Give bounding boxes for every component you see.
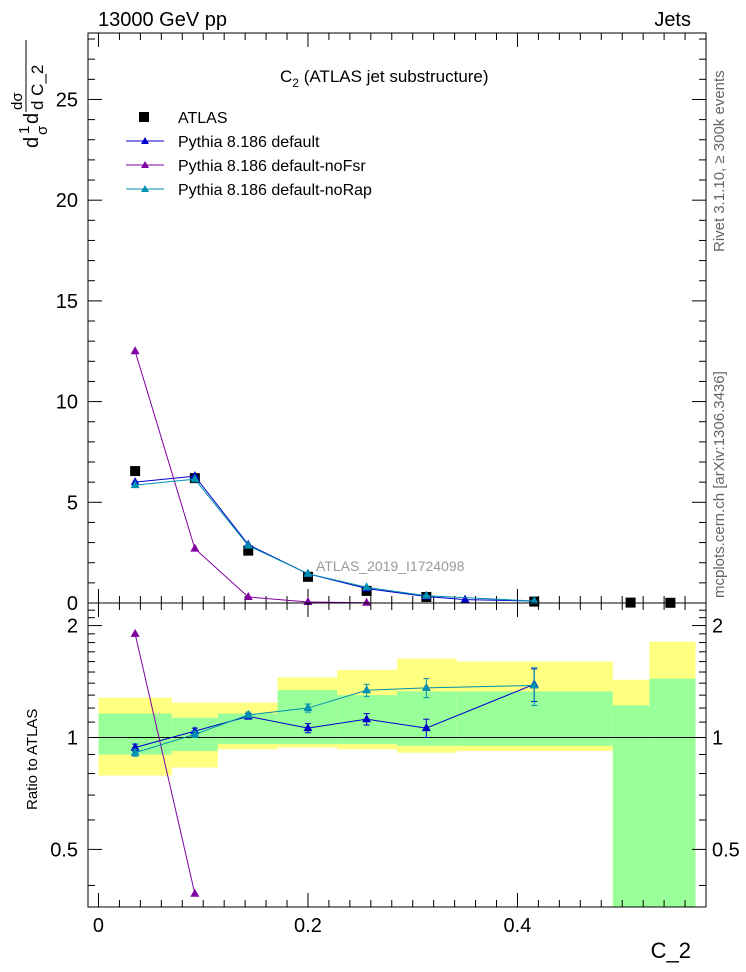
ylabel-one: 1 bbox=[16, 126, 33, 134]
data-point-atlas bbox=[130, 466, 141, 477]
ratio-point bbox=[130, 628, 140, 637]
ylabel-d1: d bbox=[21, 137, 43, 148]
data-point-mc bbox=[303, 568, 313, 577]
ratio-ytick-label-right: 1 bbox=[712, 727, 723, 749]
ratio-point bbox=[243, 709, 253, 718]
legend-marker-default bbox=[141, 137, 149, 144]
data-point-mc bbox=[362, 597, 372, 606]
ratio-point bbox=[421, 723, 431, 732]
legend-marker-atlas bbox=[139, 112, 149, 122]
legend-label-atlas: ATLAS bbox=[178, 110, 228, 127]
main-y-axis: 0 5 10 15 20 25 bbox=[56, 38, 706, 615]
analysis-watermark: ATLAS_2019_I1724098 bbox=[316, 558, 465, 574]
series-line bbox=[135, 478, 535, 602]
ratio-point bbox=[362, 685, 372, 694]
ratio-point bbox=[421, 682, 431, 691]
ratio-ytick-label-left: 1 bbox=[67, 727, 78, 749]
title-main: C bbox=[280, 67, 292, 86]
ratio-ytick-label-left: 0.5 bbox=[50, 839, 78, 861]
ratio-point bbox=[190, 729, 200, 738]
series-line bbox=[135, 475, 535, 602]
ratio-y-axis: 0.5 0.5 1 1 2 2 bbox=[50, 609, 740, 886]
title-rest: (ATLAS jet substructure) bbox=[299, 67, 489, 86]
ratio-ylabel: Ratio to ATLAS bbox=[24, 709, 41, 810]
ratio-point bbox=[190, 888, 200, 897]
main-ytick-label: 5 bbox=[67, 492, 78, 514]
data-point-mc bbox=[190, 543, 200, 552]
main-title: C2 (ATLAS jet substructure) bbox=[280, 67, 489, 90]
data-point-mc bbox=[130, 480, 140, 489]
header-left: 13000 GeV pp bbox=[98, 9, 227, 31]
legend-label-norap: Pythia 8.186 default-noRap bbox=[178, 182, 372, 199]
main-ytick-label: 20 bbox=[56, 190, 78, 212]
main-ytick-label: 25 bbox=[56, 89, 78, 111]
data-point-mc bbox=[362, 582, 372, 591]
mcplots-label: mcplots.cern.ch [arXiv:1306.3436] bbox=[711, 371, 728, 598]
band-green bbox=[649, 678, 696, 907]
data-point-atlas bbox=[302, 571, 313, 582]
band-green bbox=[277, 690, 338, 745]
ratio-point bbox=[529, 680, 539, 689]
main-series bbox=[130, 346, 676, 608]
legend-marker-norap bbox=[141, 185, 149, 192]
ratio-point bbox=[303, 723, 313, 732]
header-right: Jets bbox=[654, 9, 691, 31]
ratio-point bbox=[130, 747, 140, 756]
data-point-mc bbox=[130, 346, 140, 355]
band-green bbox=[612, 705, 650, 907]
ratio-line bbox=[134, 633, 196, 894]
main-ytick-label: 10 bbox=[56, 392, 78, 414]
main-ytick-label: 15 bbox=[56, 291, 78, 313]
ratio-point bbox=[130, 742, 140, 751]
data-point-mc bbox=[421, 590, 431, 599]
x-axis-label: C_2 bbox=[651, 938, 691, 963]
legend-label-default: Pythia 8.186 default bbox=[178, 134, 320, 151]
main-ylabel: d 1 σ d dσ d C_2 bbox=[9, 40, 51, 148]
main-ytick-label: 0 bbox=[67, 593, 78, 615]
ratio-xtick-label: 0.2 bbox=[294, 915, 322, 937]
legend-marker-nofsr bbox=[141, 161, 149, 168]
rivet-label: Rivet 3.1.10, ≥ 300k events bbox=[711, 70, 728, 252]
ratio-point bbox=[303, 703, 313, 712]
data-point-mc bbox=[243, 540, 253, 549]
ratio-x-axis: 0 0.2 0.4 bbox=[93, 603, 686, 937]
main-x-ticks bbox=[97, 33, 686, 603]
band-green bbox=[397, 691, 457, 746]
data-point-mc bbox=[190, 474, 200, 483]
ylabel-d2: d bbox=[21, 113, 43, 124]
ratio-xtick-label: 0.4 bbox=[504, 915, 532, 937]
ratio-xtick-label: 0 bbox=[93, 915, 104, 937]
ratio-ytick-label-left: 2 bbox=[67, 616, 78, 638]
ratio-point bbox=[362, 714, 372, 723]
ylabel-sigma: σ bbox=[34, 125, 51, 135]
ratio-series bbox=[130, 628, 539, 897]
data-point-mc bbox=[243, 591, 253, 600]
ratio-ytick-label-right: 2 bbox=[712, 616, 723, 638]
data-point-mc bbox=[529, 595, 539, 604]
ratio-uncertainty-bands bbox=[98, 641, 696, 907]
legend-label-nofsr: Pythia 8.186 default-noFsr bbox=[178, 158, 366, 175]
data-point-atlas bbox=[243, 545, 254, 556]
title-sub: 2 bbox=[292, 76, 299, 90]
band-green bbox=[456, 691, 613, 746]
ylabel-dsigma: dσ bbox=[9, 92, 26, 110]
ratio-ytick-label-right: 0.5 bbox=[712, 839, 740, 861]
legend: ATLAS Pythia 8.186 default Pythia 8.186 … bbox=[126, 110, 372, 199]
data-point-mc bbox=[460, 594, 470, 603]
ylabel-dc2: d C_2 bbox=[28, 65, 47, 110]
